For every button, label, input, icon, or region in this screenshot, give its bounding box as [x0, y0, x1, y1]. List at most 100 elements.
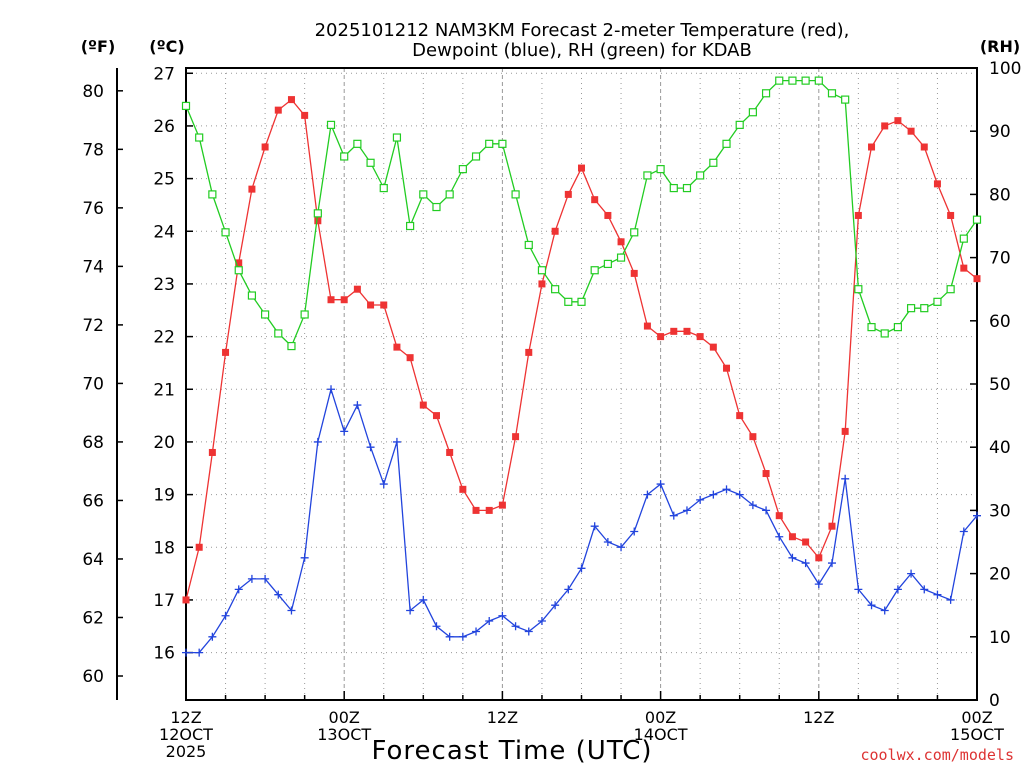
- data-point: [459, 485, 467, 493]
- data-point: [696, 495, 705, 504]
- data-point: [933, 180, 941, 188]
- data-point: [603, 259, 612, 269]
- data-point: [445, 190, 454, 199]
- data-point: [511, 190, 520, 199]
- data-point: [973, 511, 981, 520]
- data-point: [828, 522, 836, 530]
- data-point: [182, 596, 190, 604]
- data-point: [195, 133, 204, 142]
- series-temperature: [182, 96, 981, 604]
- data-point: [564, 190, 572, 198]
- data-point: [656, 165, 665, 174]
- data-point: [617, 543, 626, 552]
- data-point: [564, 297, 573, 306]
- f-tick-label: 64: [82, 550, 104, 570]
- data-point: [181, 101, 191, 111]
- data-point: [195, 648, 204, 657]
- data-point: [498, 139, 507, 148]
- c-tick-label: 24: [153, 222, 175, 242]
- x-axis-label: Forecast Time (UTC): [371, 736, 652, 766]
- rh-tick-label: 70: [989, 249, 1011, 269]
- data-point: [630, 269, 638, 277]
- x-tick-label: 2025: [166, 742, 207, 761]
- data-point: [920, 143, 928, 151]
- data-point: [906, 304, 916, 313]
- chart-title-line-2: Dewpoint (blue), RH (green) for KDAB: [412, 40, 752, 61]
- data-point: [524, 240, 533, 250]
- data-point: [880, 606, 889, 615]
- x-tick-label: 12Z: [803, 708, 834, 727]
- data-point: [551, 227, 559, 235]
- data-point: [195, 543, 203, 551]
- data-point: [972, 215, 982, 224]
- data-point: [761, 89, 771, 98]
- data-point: [801, 559, 810, 568]
- data-point: [696, 333, 704, 341]
- rh-tick-label: 20: [989, 565, 1011, 585]
- data-point: [222, 348, 230, 356]
- data-point: [802, 538, 810, 546]
- data-point: [709, 343, 717, 351]
- data-series: [181, 76, 982, 657]
- series-dewpoint: [182, 385, 981, 657]
- data-point: [591, 196, 599, 204]
- data-point: [630, 527, 639, 536]
- data-point: [959, 234, 968, 243]
- data-point: [327, 385, 336, 394]
- data-point: [630, 228, 639, 237]
- data-point: [590, 266, 599, 275]
- data-point: [603, 538, 612, 546]
- f-tick-label: 62: [82, 608, 104, 628]
- data-point: [775, 532, 784, 541]
- data-point: [393, 343, 401, 351]
- x-tick-label: 14OCT: [634, 725, 688, 744]
- data-point: [841, 95, 850, 104]
- data-point: [722, 485, 731, 494]
- data-point: [868, 143, 876, 151]
- data-point: [301, 111, 309, 119]
- data-point: [340, 152, 349, 161]
- f-tick-label: 70: [82, 374, 104, 394]
- data-point: [340, 427, 349, 436]
- tick-labels: 60 62 64 66 68 70 72 74 76 78 80 16 17 18 19 20 21 22 23 24…: [82, 59, 1021, 761]
- data-point: [366, 443, 375, 452]
- data-point: [221, 228, 230, 237]
- data-point: [893, 323, 903, 332]
- axes: [116, 67, 978, 701]
- data-point: [775, 76, 784, 85]
- data-point: [274, 590, 283, 599]
- c-tick-label: 21: [153, 380, 175, 400]
- data-point: [973, 275, 981, 283]
- data-point: [709, 158, 718, 167]
- f-tick-label: 60: [82, 667, 104, 687]
- data-point: [960, 264, 968, 272]
- data-point: [854, 211, 862, 219]
- data-point: [788, 76, 797, 85]
- data-point: [208, 632, 217, 641]
- data-point: [432, 622, 441, 631]
- data-point: [854, 285, 863, 294]
- data-point: [538, 280, 546, 288]
- data-point: [366, 158, 375, 167]
- data-point: [537, 617, 546, 625]
- data-point: [788, 553, 797, 562]
- data-point: [815, 554, 823, 562]
- f-tick-label: 76: [82, 199, 104, 219]
- data-point: [287, 96, 295, 104]
- data-point: [959, 527, 968, 536]
- data-point: [537, 266, 547, 275]
- data-point: [353, 285, 361, 293]
- data-point: [656, 480, 665, 489]
- data-point: [735, 490, 744, 499]
- data-point: [827, 89, 837, 98]
- data-point: [946, 285, 955, 294]
- data-point: [313, 437, 322, 446]
- data-point: [920, 304, 929, 313]
- data-point: [221, 611, 230, 620]
- data-point: [682, 506, 691, 515]
- watermark: coolwx.com/models: [860, 746, 1014, 764]
- x-tick-label: 00Z: [961, 708, 992, 727]
- x-tick-label: 12Z: [170, 708, 201, 727]
- data-point: [287, 341, 296, 351]
- data-point: [643, 322, 651, 330]
